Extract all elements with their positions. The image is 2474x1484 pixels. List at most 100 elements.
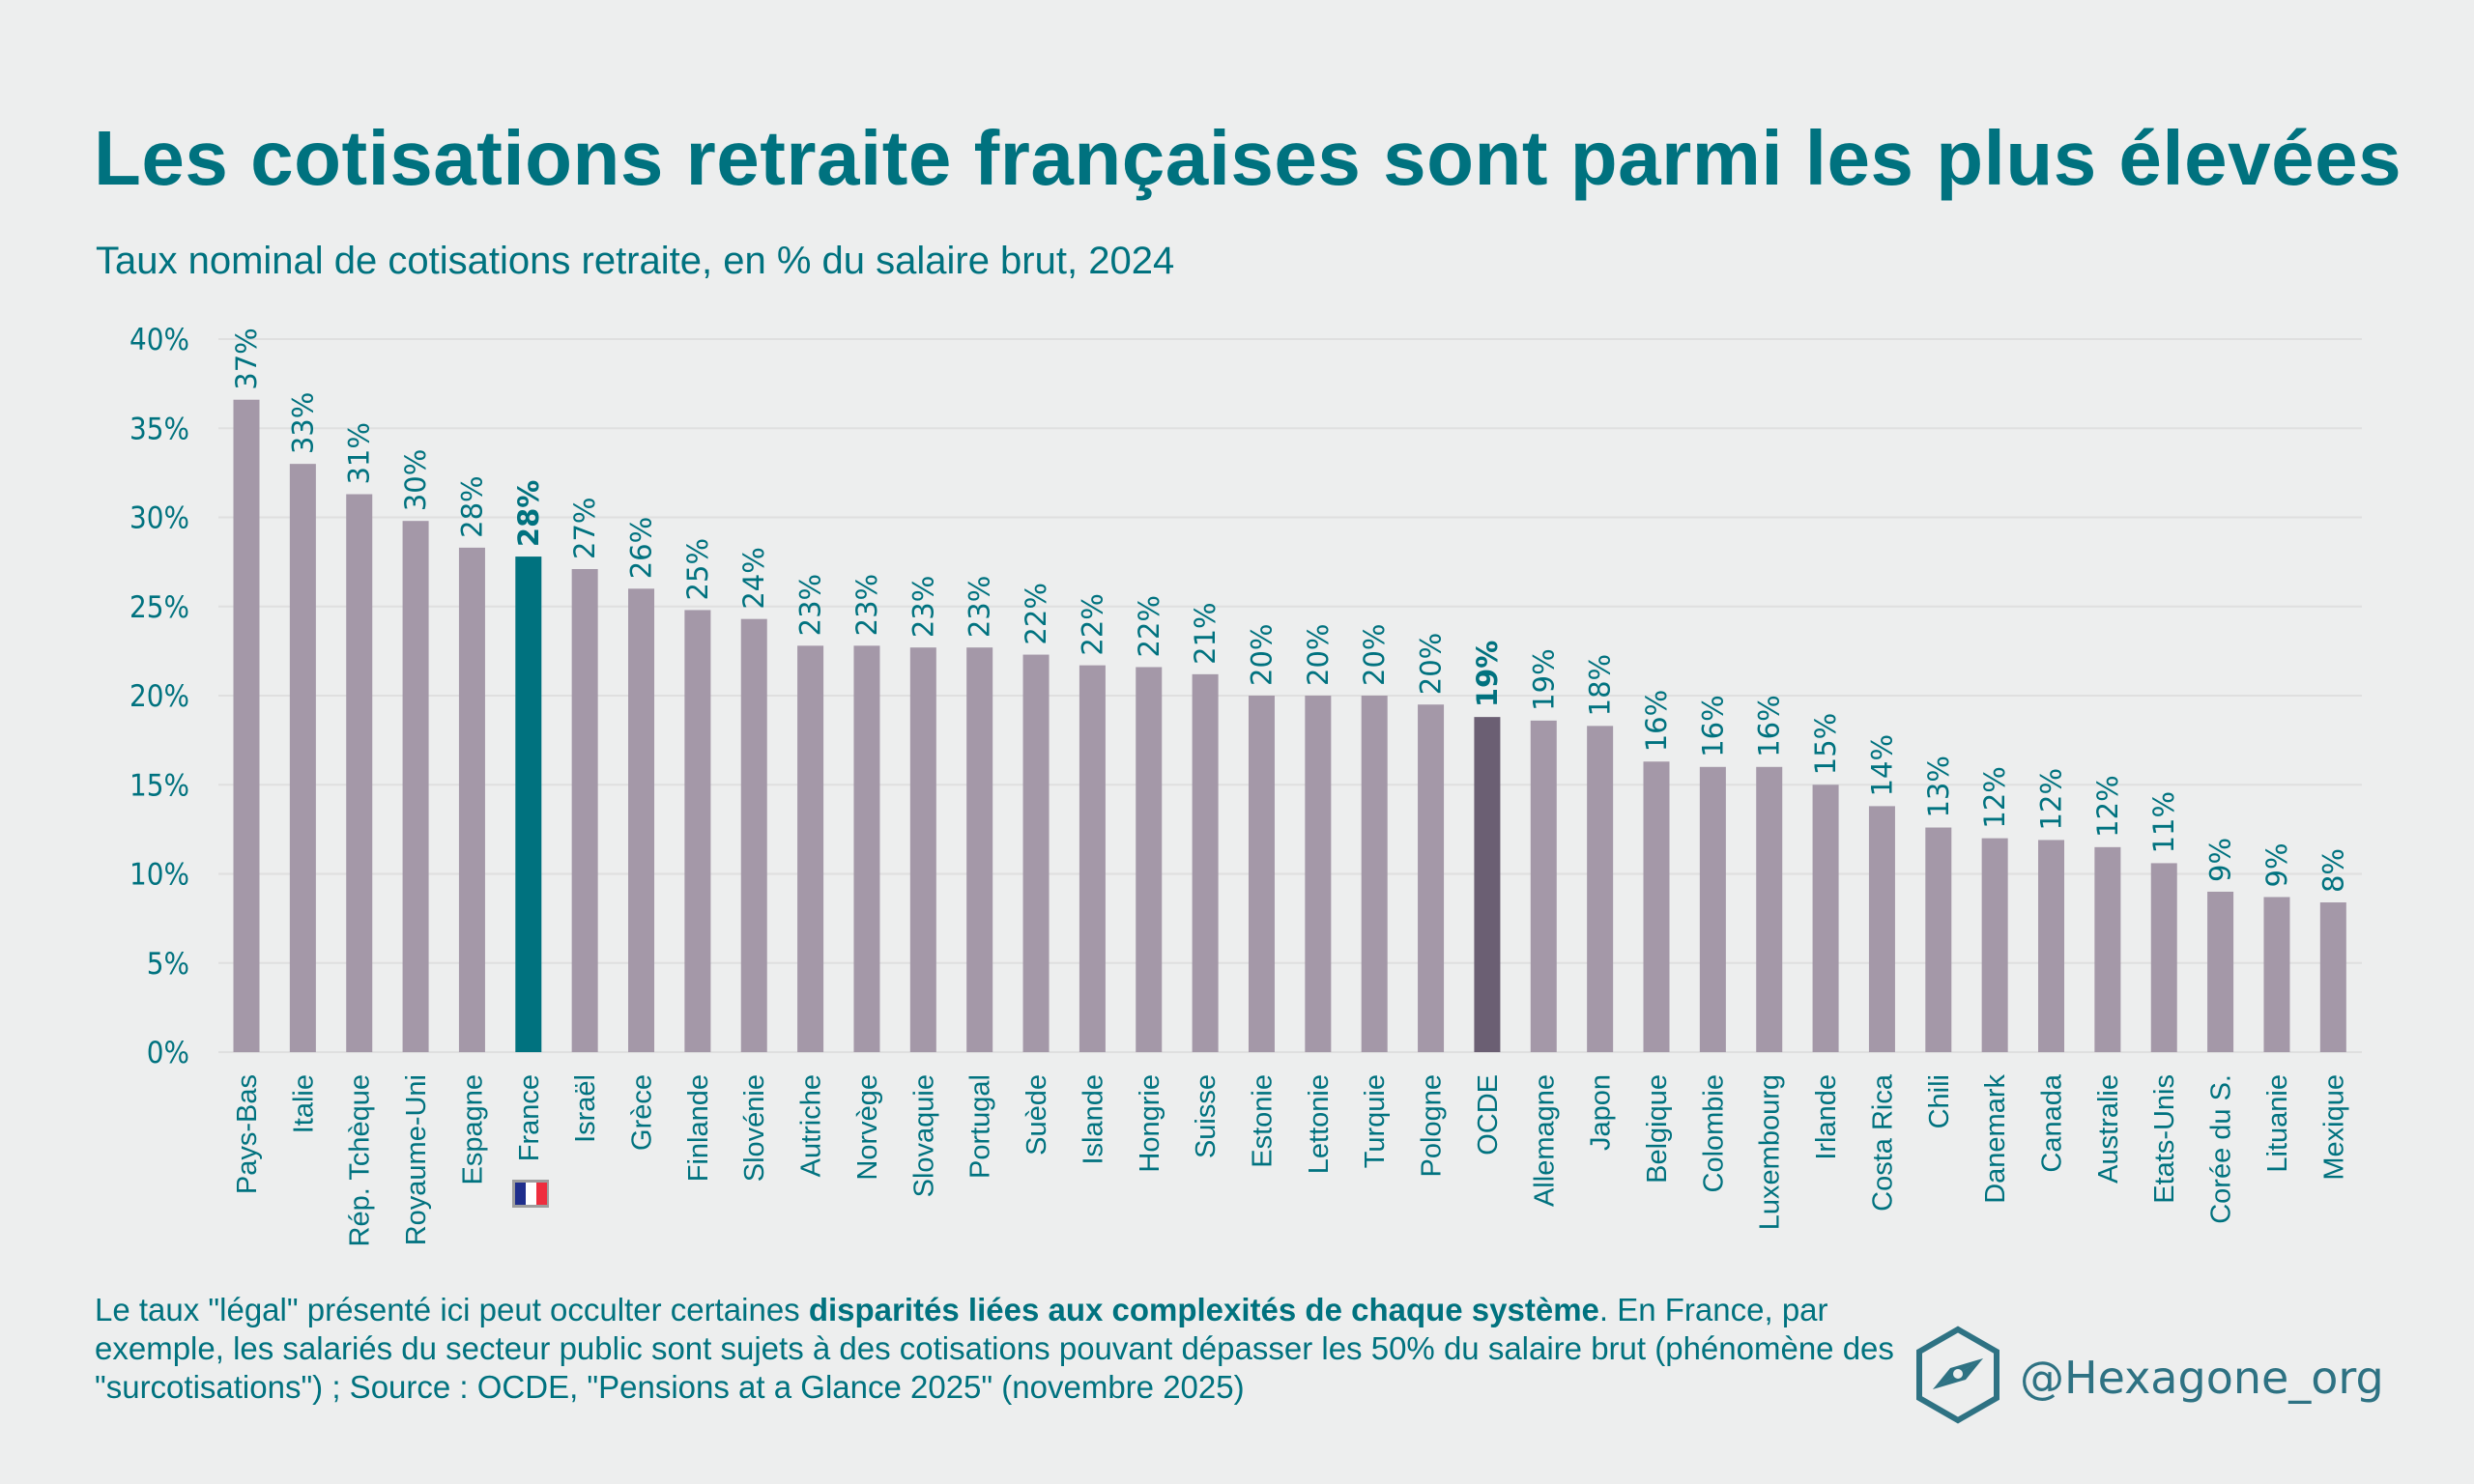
y-tick-label: 35% <box>129 412 189 446</box>
y-tick-label: 30% <box>129 501 189 536</box>
y-tick-label: 15% <box>129 768 189 803</box>
bar-hongrie <box>1136 667 1163 1052</box>
bar-japon <box>1587 726 1614 1052</box>
bar-costa-rica <box>1868 806 1895 1052</box>
value-label: 19% <box>1527 648 1560 710</box>
y-tick-label: 25% <box>129 590 189 625</box>
value-label: 20% <box>1358 624 1391 686</box>
value-label: 14% <box>1865 734 1898 796</box>
value-label: 11% <box>2147 791 2180 853</box>
bar-danemark <box>1981 838 2008 1052</box>
value-label: 27% <box>568 498 601 559</box>
bar-cor-e-du-s- <box>2207 891 2234 1052</box>
value-labels: 37% 33% 31% 30% 28% 28% 27% 26% 25% 24% 23% 23% 23% 2… <box>230 328 2349 893</box>
x-tick-label: Danemark <box>1980 1074 2011 1204</box>
y-tick-label: 20% <box>129 679 189 714</box>
value-label: 16% <box>1753 695 1786 756</box>
value-label: 22% <box>1133 595 1165 657</box>
bar-allemagne <box>1530 720 1557 1052</box>
bar-norv-ge <box>853 645 880 1052</box>
value-label: 37% <box>230 328 263 389</box>
bar-irlande <box>1812 785 1839 1052</box>
x-tick-label: Israël <box>570 1074 601 1143</box>
x-tick-label: Turquie <box>1360 1074 1391 1168</box>
value-label: 9% <box>2260 842 2293 887</box>
x-tick-label: Portugal <box>965 1074 996 1179</box>
france-flag-icon <box>512 1180 549 1208</box>
x-tick-label: Norvège <box>852 1074 883 1181</box>
x-tick-label: Espagne <box>457 1074 488 1185</box>
x-tick-label: Italie <box>288 1074 319 1133</box>
value-label: 30% <box>399 449 432 511</box>
x-tick-label: Pologne <box>1417 1074 1448 1177</box>
value-label: 23% <box>964 576 996 638</box>
bar-su-de <box>1022 654 1050 1052</box>
x-axis-labels: Pays-Bas Italie Rép. Tchèque Royaume-Uni Esp… <box>232 1073 2349 1246</box>
bar-finlande <box>684 610 711 1052</box>
brand-logo: @Hexagone_org <box>1913 1326 2384 1429</box>
bar-r-p-tch-que <box>346 494 373 1052</box>
bar-france <box>515 556 542 1052</box>
bar-belgique <box>1643 761 1670 1052</box>
bar-portugal <box>966 647 993 1052</box>
x-tick-label: Lettonie <box>1304 1074 1335 1174</box>
bar-italie <box>289 464 316 1052</box>
x-tick-label: Suisse <box>1191 1074 1222 1158</box>
bar-lettonie <box>1305 696 1332 1052</box>
bar-lituanie <box>2263 897 2290 1052</box>
hexagon-compass-icon <box>1913 1326 2002 1429</box>
x-tick-label: Belgique <box>1642 1074 1673 1184</box>
value-label: 16% <box>1640 690 1673 752</box>
bar-royaume-uni <box>402 521 429 1052</box>
bar-turquie <box>1361 696 1388 1052</box>
value-label: 23% <box>906 576 939 638</box>
value-label: 20% <box>1415 633 1448 695</box>
y-tick-label: 40% <box>129 323 189 357</box>
bar-islande <box>1079 665 1106 1052</box>
chart-title: Les cotisations retraite françaises sont… <box>94 115 2402 201</box>
y-axis-ticks: 0% 5% 10% 15% 20% 25% 30% 35% 40% <box>129 323 189 1070</box>
x-tick-label: Etats-Unis <box>2149 1074 2180 1204</box>
x-tick-label: Corée du S. <box>2206 1074 2237 1224</box>
x-tick-label: Luxembourg <box>1755 1074 1786 1230</box>
footnote: Le taux "légal" présenté ici peut occult… <box>95 1291 1931 1407</box>
bar-espagne <box>458 547 485 1052</box>
value-label: 18% <box>1584 654 1617 716</box>
x-tick-label: OCDE <box>1473 1074 1504 1156</box>
x-tick-label: Irlande <box>1811 1074 1842 1160</box>
y-tick-label: 10% <box>129 858 189 893</box>
x-tick-label: Costa Rica <box>1867 1073 1898 1212</box>
value-label: 19% <box>1471 641 1504 707</box>
bar-colombie <box>1699 766 1726 1052</box>
bar-canada <box>2038 840 2065 1052</box>
value-label: 25% <box>681 538 714 600</box>
value-label: 20% <box>1245 624 1278 686</box>
brand-handle: @Hexagone_org <box>2020 1351 2384 1404</box>
value-label: 12% <box>1978 766 2011 828</box>
x-tick-label: Canada <box>2037 1073 2068 1172</box>
x-tick-label: Australie <box>2093 1074 2124 1184</box>
bar-estonie <box>1248 696 1275 1052</box>
footnote-text-2: . En France, par exemple, les salariés d… <box>95 1292 1894 1405</box>
value-label: 26% <box>625 517 658 579</box>
footnote-emphasis: disparités liées aux complexités de chaq… <box>808 1292 1599 1327</box>
bar-isra-l <box>571 569 598 1052</box>
footnote-text-1: Le taux "légal" présenté ici peut occult… <box>95 1292 809 1327</box>
value-label: 31% <box>343 422 376 484</box>
bar-luxembourg <box>1756 766 1783 1052</box>
value-label: 24% <box>737 547 770 609</box>
value-label: 28% <box>455 475 488 537</box>
bar-slov-nie <box>740 618 767 1052</box>
bar-slovaquie <box>909 647 936 1052</box>
x-tick-label: Suède <box>1021 1074 1052 1156</box>
x-tick-label: Slovaquie <box>908 1074 939 1197</box>
bar-mexique <box>2319 902 2346 1052</box>
value-label: 22% <box>1020 583 1052 644</box>
bar-chart: 0% 5% 10% 15% 20% 25% 30% 35% 40% 37% 33% 31% 30% 28… <box>129 323 2362 1246</box>
x-tick-label: Autriche <box>796 1074 827 1177</box>
value-label: 9% <box>2204 838 2237 882</box>
bar-gr-ce <box>628 588 655 1052</box>
x-tick-label: Colombie <box>1698 1074 1729 1193</box>
x-tick-label: Royaume-Uni <box>401 1074 432 1245</box>
value-label: 12% <box>2035 768 2068 830</box>
